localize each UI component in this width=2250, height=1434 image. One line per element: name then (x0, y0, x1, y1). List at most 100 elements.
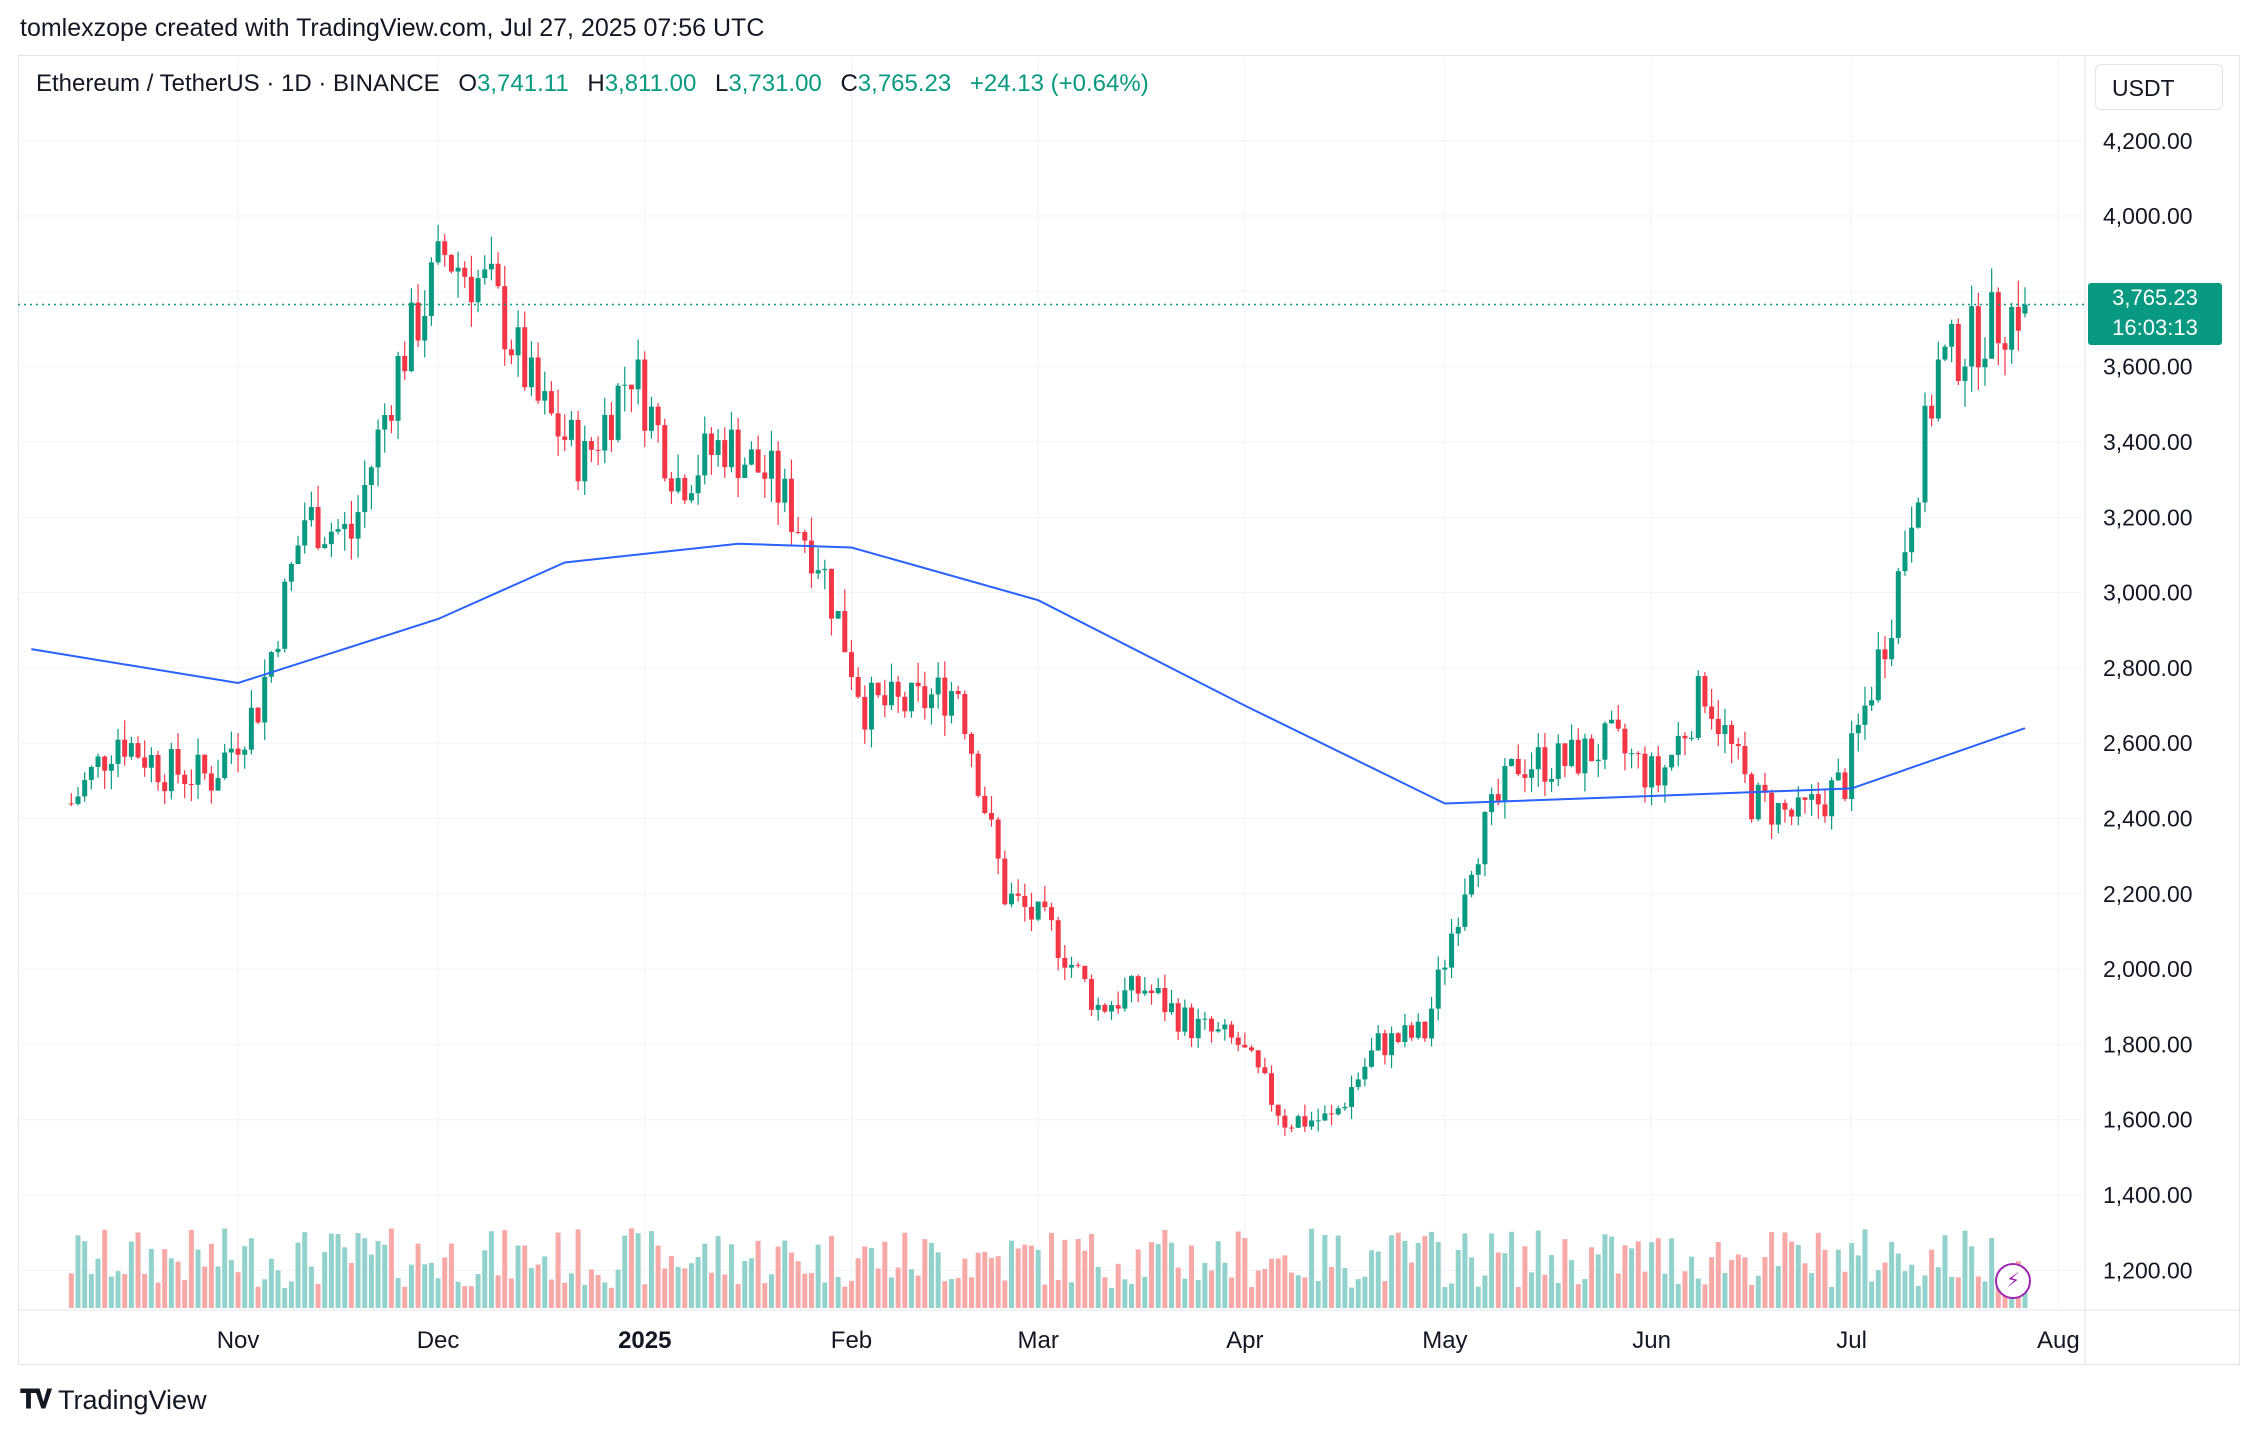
candle-body (1709, 706, 1715, 719)
candle-body (368, 467, 374, 485)
volume-bar (735, 1283, 741, 1308)
candle-body (1295, 1116, 1301, 1128)
candle-body (1569, 739, 1575, 766)
symbol-label[interactable]: Ethereum / TetherUS · 1D · BINANCE (36, 70, 440, 97)
candle-body (862, 696, 868, 730)
currency-selector[interactable]: USDT (2095, 64, 2223, 110)
candle-body (1022, 895, 1028, 907)
close-label: C (840, 70, 858, 97)
volume-bar (635, 1233, 641, 1308)
y-tick-label: 4,200.00 (2103, 128, 2193, 154)
volume-bar (1649, 1242, 1655, 1308)
volume-bar (335, 1234, 341, 1308)
volume-bar (935, 1252, 941, 1308)
volume-bar (1182, 1278, 1188, 1308)
y-tick-label: 1,600.00 (2103, 1107, 2193, 1133)
candle-body (1028, 906, 1034, 920)
volume-bar (782, 1240, 788, 1308)
candle-body (768, 450, 774, 479)
volume-bar (1442, 1287, 1448, 1308)
volume-bar (915, 1275, 921, 1308)
volume-bar (962, 1258, 968, 1308)
volume-bar (888, 1277, 894, 1308)
candle-body (555, 413, 561, 437)
candle-body (1502, 766, 1508, 801)
last-price: 3,765.23 (2112, 284, 2198, 310)
candle-body (495, 263, 501, 287)
candle-body (275, 648, 281, 653)
volume-bar (1929, 1249, 1935, 1308)
candle-body (1909, 527, 1915, 553)
candle-body (1602, 723, 1608, 760)
candle-body (1115, 1005, 1121, 1009)
candle-body (675, 477, 681, 492)
candle-body (1409, 1025, 1415, 1038)
volume-bar (1762, 1257, 1768, 1308)
candle-body (1002, 858, 1008, 905)
candle-body (1782, 802, 1788, 810)
candle-body (1435, 969, 1441, 1009)
volume-bar (315, 1283, 321, 1308)
candle-body (575, 419, 581, 482)
volume-bar (1362, 1276, 1368, 1308)
volume-bar (748, 1258, 754, 1308)
volume-bar (1669, 1238, 1675, 1308)
volume-bar (1189, 1245, 1195, 1308)
volume-bar (1515, 1287, 1521, 1308)
volume-bar (1575, 1284, 1581, 1308)
candle-body (1415, 1021, 1421, 1038)
volume-bar (562, 1282, 568, 1308)
volume-bar (182, 1280, 188, 1308)
candle-body (715, 440, 721, 456)
candle-body (802, 532, 808, 541)
candle-body (108, 763, 114, 771)
volume-bar (1522, 1246, 1528, 1308)
volume-bar (722, 1274, 728, 1308)
candle-body (1282, 1115, 1288, 1128)
candle-body (1169, 1003, 1175, 1013)
candle-body (355, 512, 361, 539)
lightning-icon[interactable]: ⚡ (1995, 1263, 2031, 1299)
candle-body (842, 611, 848, 653)
volume-bar (802, 1273, 808, 1308)
volume-bar (715, 1236, 721, 1308)
volume-bar (1882, 1262, 1888, 1308)
volume-bar (695, 1257, 701, 1308)
volume-bar (948, 1279, 954, 1308)
candle-body (1235, 1037, 1241, 1045)
volume-bar (375, 1241, 381, 1308)
candle-body (1269, 1073, 1275, 1105)
candle-body (102, 756, 108, 771)
candle-body (88, 766, 94, 780)
volume-bar (422, 1264, 428, 1308)
volume-bar (408, 1264, 414, 1308)
volume-bar (1069, 1282, 1075, 1308)
candle-body (282, 581, 288, 649)
volume-bar (1715, 1242, 1721, 1308)
volume-bar (502, 1230, 508, 1308)
volume-bar (1375, 1251, 1381, 1308)
candle-body (1342, 1106, 1348, 1109)
volume-bar (1602, 1234, 1608, 1308)
volume-bar (702, 1243, 708, 1308)
candle-body (722, 440, 728, 468)
candle-body (975, 753, 981, 796)
candle-body (135, 743, 141, 758)
candle-body (1109, 1005, 1115, 1012)
candle-body (535, 357, 541, 401)
volume-bar (1489, 1233, 1495, 1308)
x-tick-label: Jul (1836, 1327, 1867, 1354)
volume-bar (155, 1282, 161, 1308)
chart-frame[interactable] (18, 55, 2240, 1365)
candle-body (235, 748, 241, 755)
candle-body (1155, 988, 1161, 993)
candle-body (1489, 794, 1495, 813)
volume-bar (202, 1266, 208, 1308)
volume-bar (555, 1232, 561, 1308)
tradingview-logo[interactable]: 𝐓𝐕 TradingView (20, 1384, 207, 1416)
x-tick-label: Feb (831, 1327, 872, 1354)
volume-bar (868, 1248, 874, 1308)
volume-bar (1702, 1284, 1708, 1308)
candle-body (1695, 676, 1701, 738)
